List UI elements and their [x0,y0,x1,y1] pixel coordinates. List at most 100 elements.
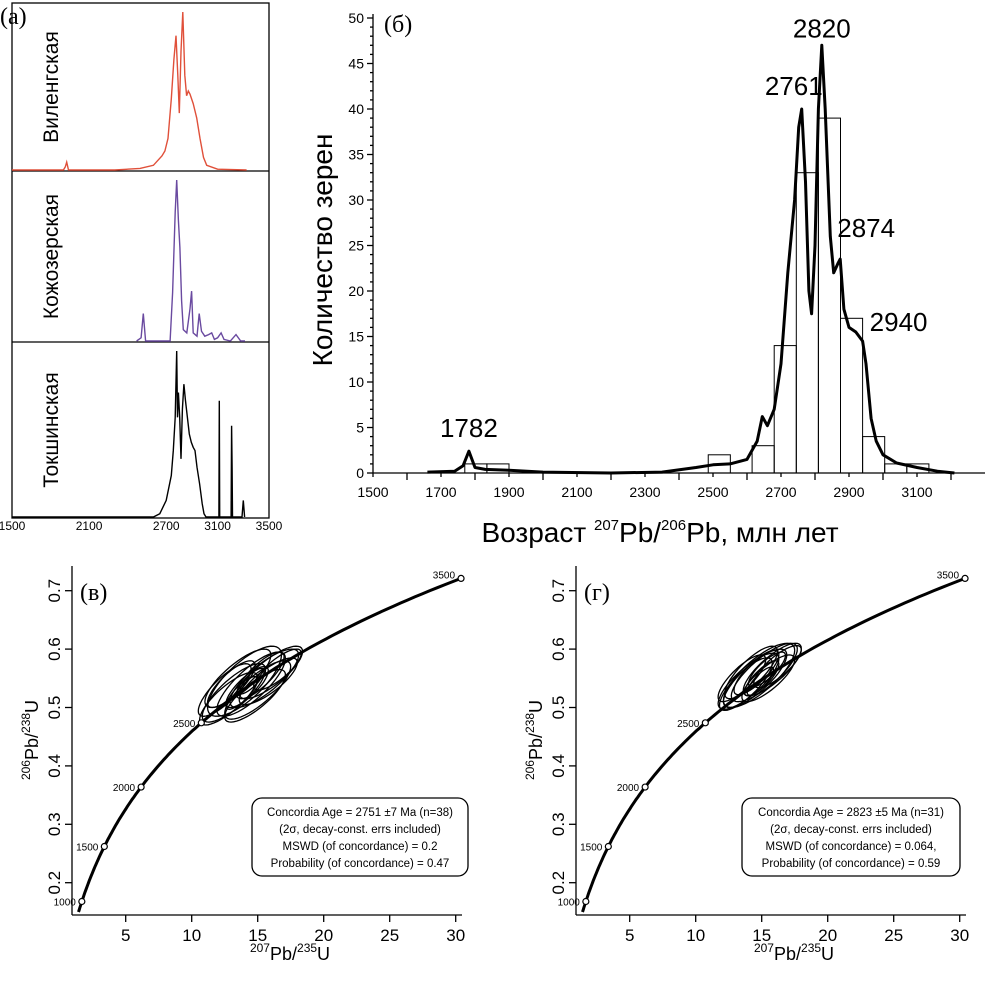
age-marker [641,783,649,791]
y-axis-title-part: 238 [19,713,33,733]
y-tick-label: 45 [348,56,364,72]
series-label-0: Виленгская [40,31,63,143]
x-tick-label: 30 [446,926,465,945]
y-tick-label: 0.6 [549,637,568,661]
error-ellipse [253,648,302,691]
y-tick-label: 35 [348,147,364,163]
age-marker [137,783,145,791]
age-marker [100,842,108,851]
y-axis-title-part: 238 [523,713,537,733]
series-label-2: Токшинская [40,372,63,487]
panel-label-d: (г) [584,580,610,606]
age-marker [701,719,709,727]
x-axis-title-part: 207 [754,941,774,955]
y-tick-label: 0.3 [45,812,64,836]
y-tick-label: 0.3 [549,812,568,836]
age-marker [78,897,86,906]
result-box-line: Concordia Age = 2751 ±7 Ma (n=38) [267,807,453,819]
x-axis-title-part: 207 [250,941,270,955]
y-tick-label: 0.6 [45,637,64,661]
x-axis-title-part: Pb/ [774,944,801,964]
x-tick-label: 30 [950,926,969,945]
age-marker-label: 1500 [76,842,99,853]
x-tick-label: 1500 [0,519,26,533]
peak-label: 2820 [793,13,851,43]
y-tick-label: 50 [348,10,364,26]
y-tick-label: 10 [348,374,364,390]
result-box-line: (2σ, decay-const. errs included) [279,824,441,836]
histogram-bar [751,445,775,474]
result-box-line: (2σ, decay-const. errs included) [770,824,932,836]
x-tick-label: 2500 [697,484,728,500]
age-marker-label: 3500 [433,570,456,581]
x-tick-label: 25 [884,926,903,945]
error-ellipse [238,657,298,706]
panel-b-histogram: (б) Количество зерен Возраст 207Pb/206Pb… [307,10,985,548]
x-tick-label: 15 [248,926,267,945]
x-axis-title-part: 235 [297,941,317,955]
y-tick-label: 0.5 [45,696,64,720]
histogram-bar [840,317,864,474]
histogram-bar [773,345,797,474]
age-marker-label: 1000 [54,898,77,909]
error-ellipse [206,660,256,709]
kde-curve-0 [12,11,247,171]
peak-label: 1782 [440,413,498,443]
histogram-bar [817,117,842,474]
y-tick-label: 0.4 [549,754,568,778]
probability-density-curve [427,43,955,475]
y-axis-title-part: U [526,700,546,713]
x-tick-label: 1700 [425,484,456,500]
x-axis-title-part: U [317,944,330,964]
x-tick-label: 20 [818,926,837,945]
peak-label: 2761 [765,71,823,101]
y-axis-title-part: 206 [19,760,33,780]
age-marker [961,574,969,583]
x-tick-label: 2100 [76,519,103,533]
y-tick-label: 25 [348,238,364,254]
kde-curve-2 [12,350,246,518]
error-ellipse [206,645,283,717]
y-axis-title-part: U [22,700,42,713]
concordia-curve [77,577,462,913]
y-axis-title: Количество зерен [307,134,338,367]
x-tick-label: 2100 [561,484,592,500]
result-box-line: MSWD (of concordance) = 0.064, [766,841,937,853]
x-tick-label: 25 [380,926,399,945]
age-marker [604,842,612,851]
x-tick-label: 1500 [357,484,388,500]
panel-d-concordia: (г) 0.20.30.40.50.60.75 10 15 20 25 30207Pb/2… [523,566,969,964]
x-tick-label: 5 [625,926,634,945]
y-tick-label: 40 [348,101,364,117]
x-axis-title: 207Pb/235U [754,941,834,964]
age-marker-label: 2500 [173,719,196,730]
x-tick-label: 2700 [765,484,796,500]
y-axis-title: 206Pb/238U [523,700,546,780]
y-axis-title: 206Pb/238U [19,700,42,780]
x-tick-label: 3500 [256,519,283,533]
error-ellipse [746,666,775,696]
result-box-line: Probability (of concordance) = 0.47 [271,858,450,870]
panel-label-a: (а) [0,4,27,30]
age-marker-label: 2000 [617,783,640,794]
x-tick-label: 3100 [901,484,932,500]
peak-label: 2874 [837,213,895,243]
x-tick-label: 1900 [493,484,524,500]
x-tick-label: 10 [182,926,201,945]
error-ellipse [741,654,796,703]
y-tick-label: 0.7 [45,579,64,603]
x-axis-title-part: 235 [801,941,821,955]
age-marker-label: 2500 [677,719,700,730]
error-ellipse [717,654,767,703]
concordia-curve [581,577,966,913]
result-box [741,797,961,877]
x-axis-title: Возраст 207Pb/206Pb, млн лет [481,517,838,548]
x-tick-label: 2700 [153,519,180,533]
x-tick-label: 15 [752,926,771,945]
series-label-1: Кожозерская [40,194,63,319]
x-tick-label: 10 [686,926,705,945]
y-tick-label: 0.5 [549,696,568,720]
x-axis-title-part: U [821,944,834,964]
age-marker-label: 2000 [113,783,136,794]
